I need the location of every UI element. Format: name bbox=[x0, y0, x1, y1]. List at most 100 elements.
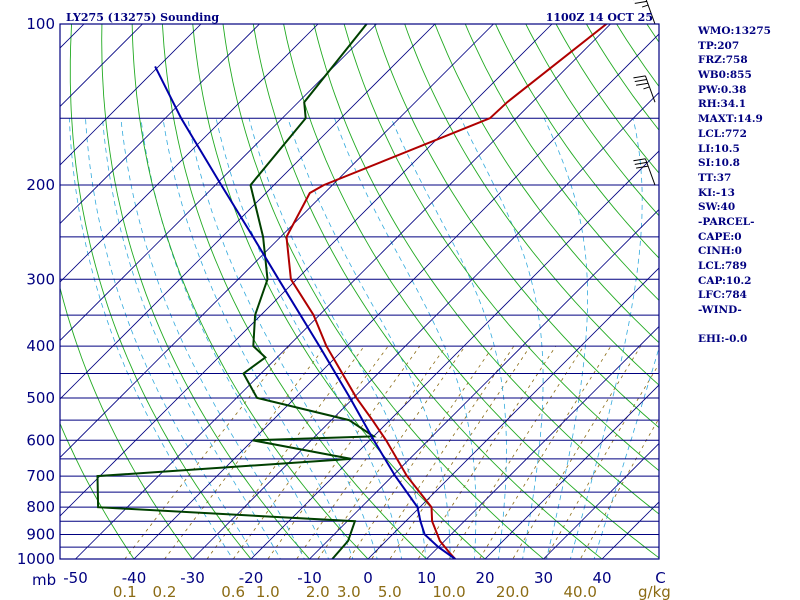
mixing-ratio-line bbox=[512, 345, 642, 559]
temperature-tick-label: 0 bbox=[363, 569, 373, 587]
wind-barb-feather bbox=[633, 75, 646, 79]
wind-barb-feather bbox=[634, 161, 647, 165]
stat-line: LI:10.5 bbox=[698, 142, 740, 155]
stat-line: CAP:10.2 bbox=[698, 274, 752, 287]
isotherm-line bbox=[425, 325, 659, 559]
pressure-tick-label: 400 bbox=[26, 337, 55, 355]
wind-barb-feather bbox=[641, 4, 649, 8]
chart-title-time: 1100Z 14 OCT 25 bbox=[546, 11, 653, 24]
dry-adiabat-line bbox=[161, 24, 428, 559]
wind-barb bbox=[633, 75, 656, 103]
isotherm-line bbox=[133, 33, 659, 559]
stat-line: LCL:789 bbox=[698, 260, 747, 272]
dry-adiabat-line bbox=[313, 24, 659, 515]
profile-lines bbox=[96, 24, 608, 559]
temperature-tick-label: 10 bbox=[417, 569, 436, 587]
mixing-ratio-tick-label: 10.0 bbox=[432, 583, 465, 600]
isotherm-line bbox=[74, 24, 612, 559]
dry-adiabat-line bbox=[192, 24, 486, 559]
dry-adiabats bbox=[60, 24, 659, 559]
pressure-tick-label: 500 bbox=[26, 389, 55, 407]
stat-line: LFC:784 bbox=[698, 289, 747, 302]
moist-adiabat-line bbox=[187, 118, 378, 559]
wind-barb-feather bbox=[636, 82, 649, 86]
stat-line: FRZ:758 bbox=[698, 54, 748, 67]
wind-barb-staff bbox=[644, 158, 656, 186]
dry-adiabat-line bbox=[555, 24, 659, 174]
stat-line: SI:10.8 bbox=[698, 157, 740, 170]
temperature-tick-label: C bbox=[655, 569, 665, 587]
isotherm-line bbox=[60, 24, 378, 342]
isotherm-line bbox=[60, 24, 319, 283]
stat-line: LCL:772 bbox=[698, 127, 747, 140]
stat-line: CINH:0 bbox=[698, 245, 742, 258]
dry-adiabat-line bbox=[585, 24, 659, 131]
isotherm-line bbox=[60, 24, 436, 400]
wind-barb-feather bbox=[634, 0, 647, 4]
mixing-ratio-line bbox=[348, 345, 494, 559]
pressure-tick-label: 700 bbox=[26, 467, 55, 485]
mixing-ratio-line bbox=[124, 345, 290, 559]
mixing-ratio-line bbox=[448, 345, 585, 559]
dry-adiabat-line bbox=[434, 24, 659, 344]
stat-line: -PARCEL- bbox=[698, 215, 755, 228]
stats-panel: WMO:13275 TP:207 FRZ:758 WB0:855 PW:0.38 RH:3… bbox=[698, 24, 798, 347]
dry-adiabat-line bbox=[252, 24, 603, 559]
mixing-ratio-line bbox=[417, 345, 557, 559]
mixing-ratio-tick-label: 0.6 bbox=[221, 583, 245, 600]
plot-border bbox=[59, 23, 660, 560]
isotherm-line bbox=[484, 384, 659, 559]
dry-adiabat-line bbox=[283, 24, 659, 559]
moist-adiabat-line bbox=[334, 118, 477, 559]
stat-line: SW:40 bbox=[698, 201, 736, 214]
stat-line bbox=[698, 318, 798, 333]
dry-adiabat-line bbox=[131, 24, 369, 559]
mixing-ratio-line bbox=[544, 363, 659, 559]
dry-adiabat-line bbox=[373, 24, 659, 429]
stat-line: TT:37 bbox=[698, 171, 732, 184]
pressure-tick-label: 900 bbox=[26, 526, 55, 544]
isotherm-line bbox=[60, 24, 144, 108]
temperature-profile-line bbox=[285, 24, 608, 559]
wind-barb-staff bbox=[645, 0, 656, 25]
moist-adiabat-line bbox=[460, 118, 544, 559]
pressure-tick-label: 100 bbox=[26, 15, 55, 33]
stat-line: EHI:-0.0 bbox=[698, 333, 748, 346]
isotherms bbox=[60, 24, 659, 559]
isotherm-line bbox=[191, 91, 659, 559]
temperature-tick-label: -50 bbox=[63, 569, 88, 587]
mixing-ratio-line bbox=[317, 345, 466, 559]
moist-adiabat-line bbox=[593, 346, 659, 559]
isotherm-line bbox=[308, 208, 659, 559]
dry-adiabat-line bbox=[69, 24, 252, 559]
mixing-ratio-line bbox=[232, 345, 389, 559]
moist-adiabat-line bbox=[85, 118, 257, 559]
moist-adiabat-line bbox=[120, 118, 305, 559]
temperature-tick-label: -40 bbox=[122, 569, 147, 587]
plot-frame bbox=[59, 23, 660, 560]
mixing-ratio-tick-label: 2.0 bbox=[306, 583, 330, 600]
moist-adiabat-line bbox=[162, 118, 354, 559]
mixing-ratio-lines bbox=[124, 345, 659, 559]
mixing-ratio-tick-label: 1.0 bbox=[256, 583, 280, 600]
dewpoint-profile-line bbox=[96, 24, 377, 559]
isotherm-line bbox=[60, 24, 495, 459]
moist-adiabats bbox=[68, 118, 659, 559]
isotherm-line bbox=[367, 267, 659, 559]
mixing-ratio-line bbox=[296, 345, 447, 559]
wind-barb-feather bbox=[634, 79, 647, 83]
moist-adiabat-line bbox=[140, 118, 330, 559]
pressure-tick-label: 600 bbox=[26, 431, 55, 449]
chart-title-station: LY275 (13275) Sounding bbox=[66, 11, 219, 24]
stat-line: MAXT:14.9 bbox=[698, 113, 763, 126]
isotherm-line bbox=[60, 24, 85, 49]
stat-line: TP:207 bbox=[698, 39, 740, 52]
pressure-tick-label: 200 bbox=[26, 176, 55, 194]
stat-line: WB0:855 bbox=[698, 69, 752, 82]
stat-line: PW:0.38 bbox=[698, 83, 747, 96]
temperature-tick-label: 20 bbox=[475, 569, 494, 587]
wind-barb-staff bbox=[644, 75, 656, 103]
isotherm-line bbox=[250, 150, 659, 559]
